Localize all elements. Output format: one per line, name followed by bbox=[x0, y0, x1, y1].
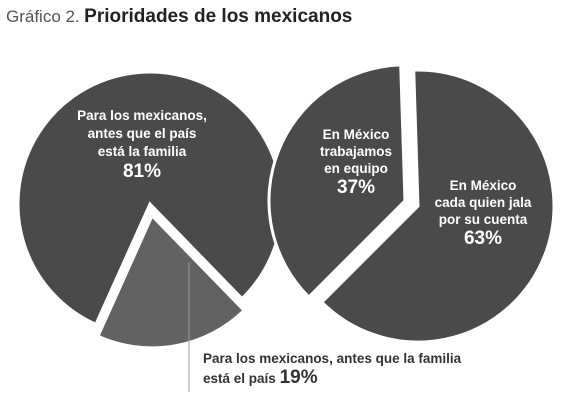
pie2-label-63-line-2: cada quien jala bbox=[435, 195, 532, 210]
chart-title-main: Prioridades de los mexicanos bbox=[84, 6, 353, 27]
callout-line-2: está el país bbox=[203, 371, 276, 386]
pie1-label-81-pct: 81% bbox=[123, 161, 161, 182]
pie2-label-63-line-3: por su cuenta bbox=[439, 212, 528, 227]
pie2-label-63-line-1: En México bbox=[450, 178, 517, 193]
chart-title: Gráfico 2. Prioridades de los mexicanos bbox=[6, 6, 352, 28]
pie1-label-81-line-1: Para los mexicanos, bbox=[77, 108, 207, 123]
pie1-label-81-line-3: está la familia bbox=[98, 144, 187, 159]
pie2-slice-63 bbox=[319, 68, 556, 344]
pie1-label-81-line-2: antes que el país bbox=[88, 126, 197, 141]
pie2-label-37-line-1: En México bbox=[323, 127, 390, 142]
pie2-label-37-line-3: en equipo bbox=[324, 161, 388, 176]
callout-19-percent: Para los mexicanos, antes que la familia… bbox=[203, 349, 543, 388]
pie1-slice-19 bbox=[95, 213, 247, 350]
pie-chart-family-country: Para los mexicanos, antes que el país está… bbox=[16, 70, 284, 350]
pie2-label-37-pct: 37% bbox=[337, 177, 375, 198]
chart-title-prefix: Gráfico 2. bbox=[6, 7, 80, 26]
callout-line-1: Para los mexicanos, antes que la familia bbox=[203, 351, 462, 366]
pie2-slice-37 bbox=[267, 63, 407, 300]
pie2-label-37-line-2: trabajamos bbox=[320, 144, 392, 159]
pie2-label-63-pct: 63% bbox=[464, 228, 502, 249]
callout-pct: 19% bbox=[279, 367, 318, 388]
